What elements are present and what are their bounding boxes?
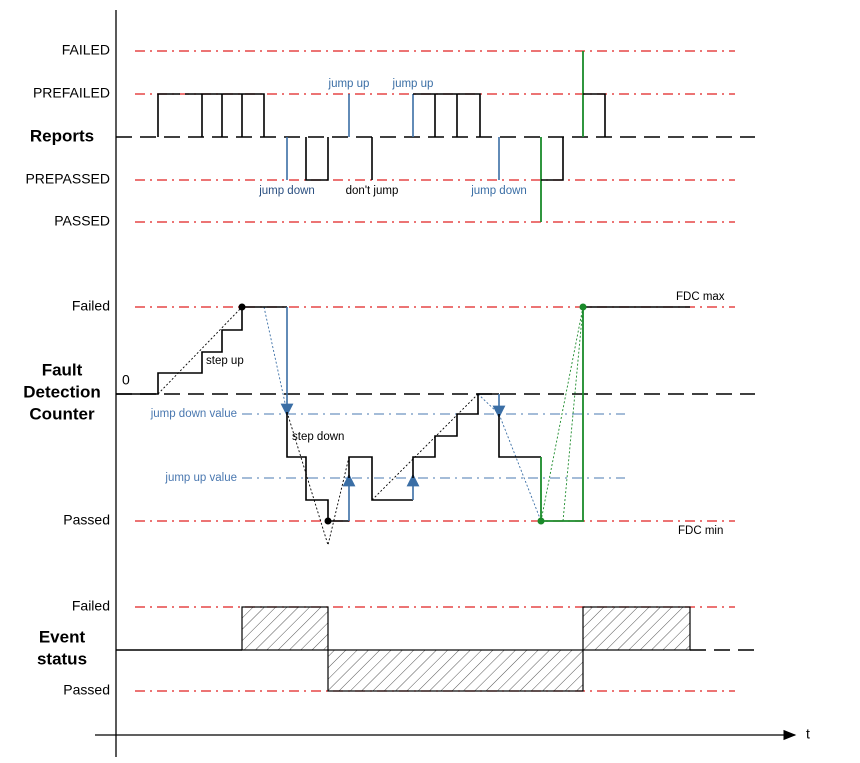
report-signal-part — [541, 137, 564, 181]
fdc-trace-part — [498, 414, 541, 458]
fdc-trace-part — [540, 306, 584, 522]
section-title: Reports — [30, 126, 94, 145]
annotation: jump down value — [150, 408, 237, 420]
fdc-trace-part — [540, 307, 584, 522]
fdc-trace — [116, 303, 690, 547]
fdc-trace-part — [324, 517, 332, 525]
fdc-trace-part — [157, 306, 479, 547]
level-label: PASSED — [54, 213, 110, 229]
fdc-trace-part — [238, 303, 246, 311]
section-title: Detection — [23, 382, 100, 401]
time-axis-label: t — [806, 726, 810, 742]
report-signal-part — [157, 93, 265, 137]
level-label: FAILED — [62, 42, 110, 58]
event-trace-part — [241, 606, 329, 651]
fdc-trace-part — [537, 517, 545, 525]
section-title: Counter — [29, 404, 95, 423]
fdc-max-label: FDC max — [676, 291, 725, 303]
axes — [95, 10, 797, 757]
annotation: jump up — [328, 78, 370, 90]
section-title: Event — [39, 627, 86, 646]
annotation: don't jump — [346, 185, 399, 197]
annotation: jump up — [392, 78, 434, 90]
annotation: jump up value — [164, 472, 237, 484]
event-trace — [116, 606, 691, 692]
level-label: PREPASSED — [25, 171, 110, 187]
level-label: Failed — [72, 598, 110, 614]
report-signal-part — [413, 93, 481, 137]
fdc-min-label: FDC min — [678, 525, 723, 537]
annotation: jump down — [470, 185, 527, 197]
level-label: Failed — [72, 298, 110, 314]
level-label: Passed — [63, 512, 110, 528]
section-title: Fault — [42, 360, 83, 379]
fdc-trace-part — [412, 393, 499, 478]
annotation: step up — [206, 355, 244, 367]
report-signal-part — [305, 137, 329, 181]
annotation: jump down — [258, 185, 315, 197]
zero-label: 0 — [122, 372, 130, 388]
report-signal — [157, 51, 606, 222]
annotation: step down — [292, 431, 344, 443]
report-signal-part — [583, 93, 606, 137]
fdc-trace-part — [579, 303, 587, 311]
fdc-trace-part — [116, 306, 287, 395]
fdc-trace-part — [286, 412, 349, 522]
event-trace-part — [582, 606, 691, 651]
level-label: Passed — [63, 682, 110, 698]
fdc-trace-part — [348, 456, 413, 501]
level-label: PREFAILED — [33, 85, 110, 101]
event-trace-part — [327, 649, 584, 692]
section-title: status — [37, 649, 87, 668]
